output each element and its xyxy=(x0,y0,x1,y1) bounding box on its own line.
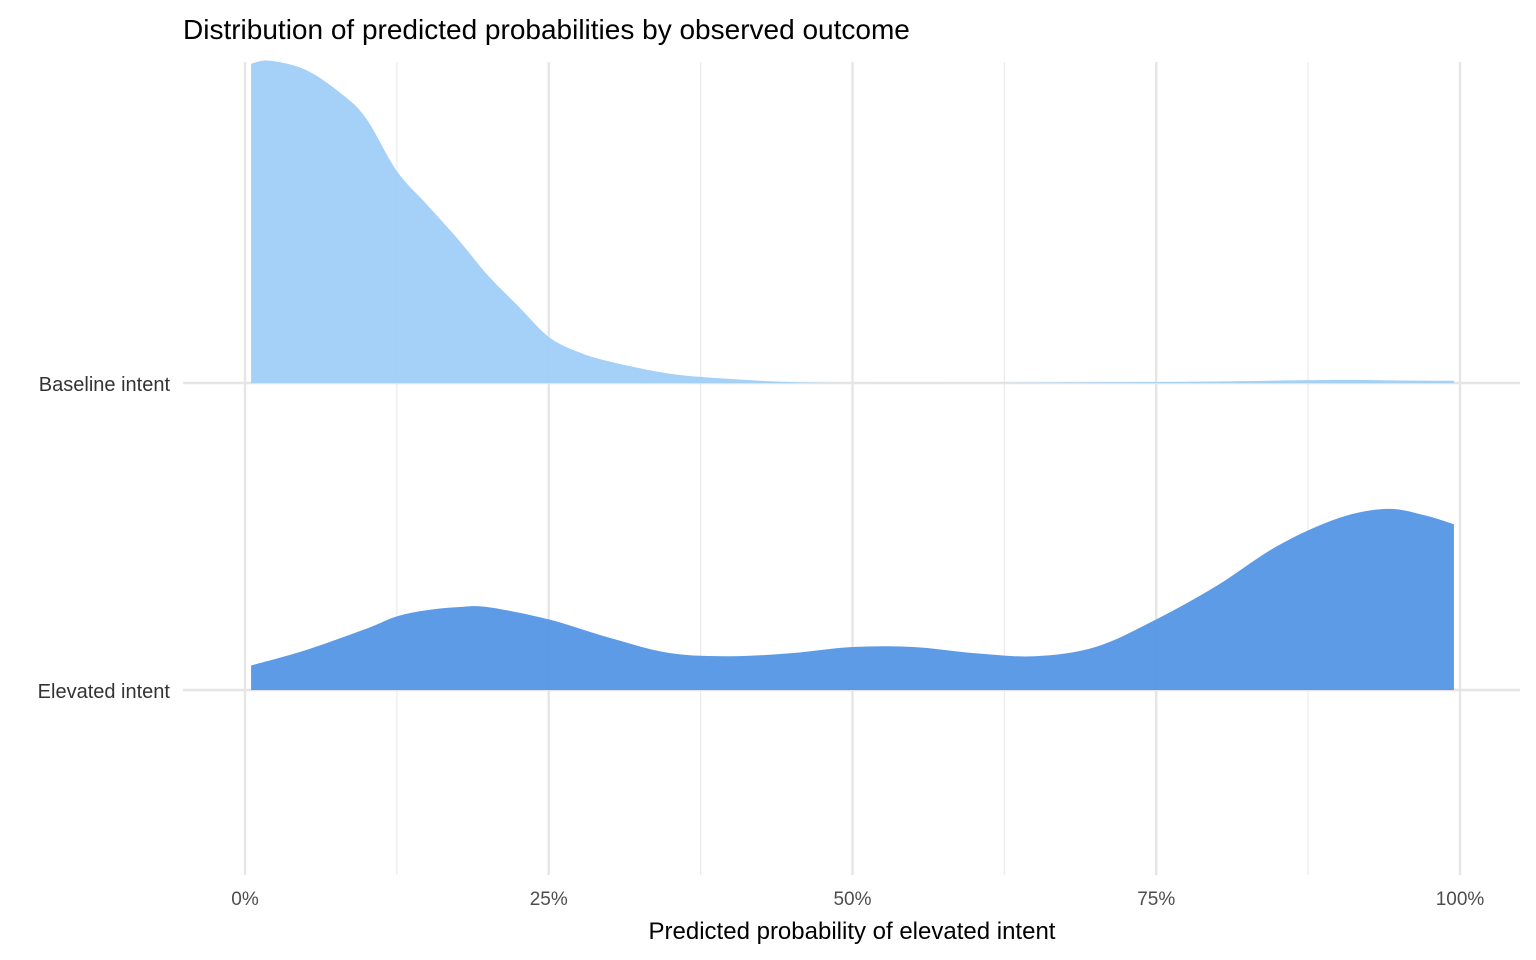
x-tick-label: 25% xyxy=(530,889,568,910)
x-tick-label: 100% xyxy=(1436,889,1485,910)
ridges xyxy=(251,60,1454,690)
y-axis-labels: Baseline intent Elevated intent xyxy=(38,374,171,703)
x-tick-label: 75% xyxy=(1137,889,1175,910)
y-label-baseline: Baseline intent xyxy=(39,374,171,396)
x-tick-label: 50% xyxy=(833,889,871,910)
x-axis-title: Predicted probability of elevated intent xyxy=(649,918,1056,945)
x-axis-ticks: 0% 25% 50% 75% 100% xyxy=(231,889,1484,910)
chart-title: Distribution of predicted probabilities … xyxy=(183,14,910,45)
density-ridge-baseline-intent xyxy=(251,60,1454,384)
density-ridge-elevated-intent xyxy=(251,508,1454,690)
x-tick-label: 0% xyxy=(231,889,259,910)
y-label-elevated: Elevated intent xyxy=(38,681,171,703)
